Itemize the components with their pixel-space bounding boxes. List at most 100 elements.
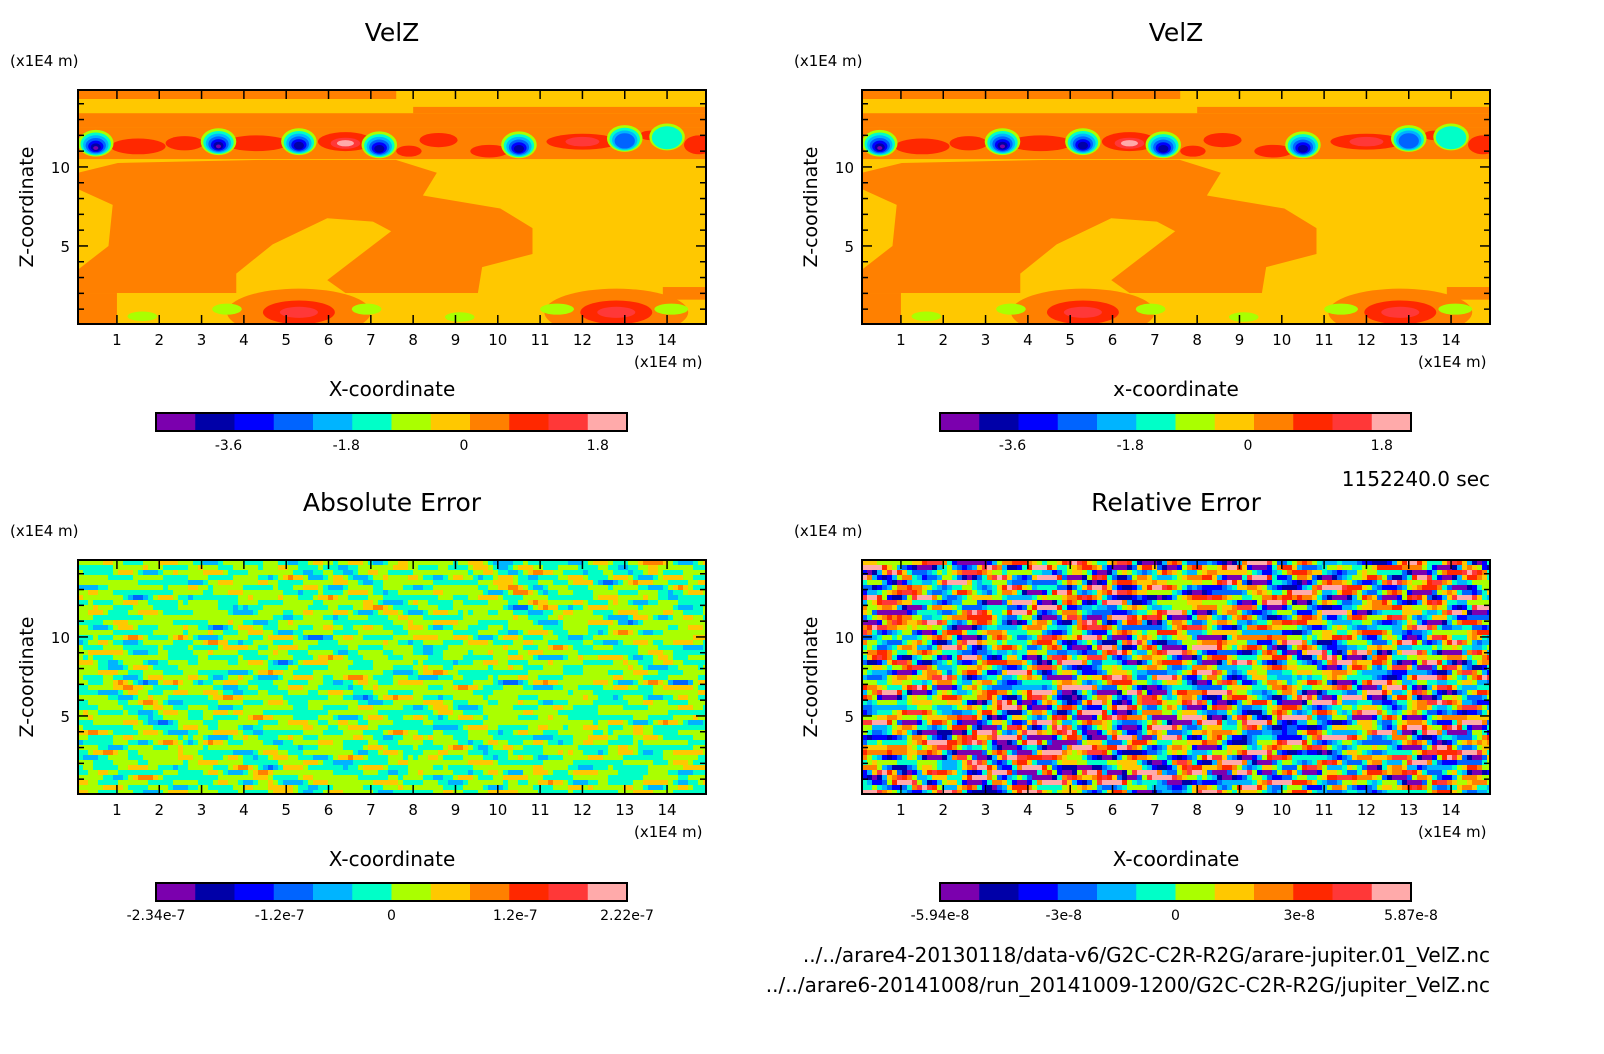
heatmap-cell <box>153 705 159 711</box>
heatmap-cell <box>228 565 234 571</box>
heatmap-cell <box>288 685 294 691</box>
heatmap-cell <box>558 660 564 666</box>
heatmap-cell <box>298 710 304 716</box>
vortex-contour <box>651 126 683 150</box>
heatmap-cell <box>98 735 104 741</box>
heatmap-cell <box>403 710 409 716</box>
heatmap-cell <box>368 640 374 646</box>
heatmap-cell <box>308 670 314 676</box>
heatmap-cell <box>618 685 624 691</box>
heatmap-cell <box>363 610 369 616</box>
heatmap-cell <box>438 605 444 611</box>
heatmap-cell <box>298 665 304 671</box>
heatmap-cell <box>558 690 564 696</box>
heatmap-cell <box>303 595 309 601</box>
heatmap-cell <box>483 645 489 651</box>
heatmap-cell <box>318 610 324 616</box>
heatmap-cell <box>548 580 554 586</box>
heatmap-cell <box>353 735 359 741</box>
heatmap-cell <box>558 625 564 631</box>
contour-region <box>862 159 1317 294</box>
heatmap-cell <box>658 710 664 716</box>
heatmap-cell <box>608 595 614 601</box>
heatmap-cell <box>393 570 399 576</box>
vortex-contour <box>614 133 635 149</box>
heatmap-cell <box>568 575 574 581</box>
heatmap-cell <box>593 620 599 626</box>
heatmap-cell <box>483 590 489 596</box>
heatmap-cell <box>98 670 104 676</box>
heatmap-cell <box>463 665 469 671</box>
heatmap-cell <box>313 575 319 581</box>
heatmap-cell <box>273 660 279 666</box>
heatmap-cell <box>318 730 324 736</box>
heatmap-cell <box>368 615 374 621</box>
heatmap-cell <box>493 570 499 576</box>
heatmap-cell <box>418 590 424 596</box>
heatmap-cell <box>558 565 564 571</box>
heatmap-cell <box>148 690 154 696</box>
heatmap-cell <box>608 730 614 736</box>
heatmap-cell <box>83 605 89 611</box>
heatmap-cell <box>168 620 174 626</box>
heatmap-cell <box>183 700 189 706</box>
heatmap-cell <box>668 690 674 696</box>
heatmap-cell <box>118 740 124 746</box>
heatmap-cell <box>598 720 604 726</box>
x-axis-label: X-coordinate <box>328 847 456 871</box>
heatmap-cell <box>213 595 219 601</box>
heatmap-cell <box>258 735 264 741</box>
heatmap-cell <box>168 590 174 596</box>
heatmap-cell <box>88 570 94 576</box>
heatmap-cell <box>683 590 689 596</box>
heatmap-cell <box>463 730 469 736</box>
heatmap-cell <box>228 655 234 661</box>
heatmap-cell <box>703 690 706 696</box>
heatmap-cell <box>393 665 399 671</box>
x-tick-label: 6 <box>324 331 334 349</box>
heatmap-cell <box>408 605 414 611</box>
heatmap-cell <box>168 685 174 691</box>
heatmap-cell <box>533 645 539 651</box>
heatmap-cell <box>173 590 179 596</box>
heatmap-cell <box>293 640 299 646</box>
heatmap-cell <box>573 740 579 746</box>
heatmap-cell <box>443 645 449 651</box>
heatmap-cell <box>608 630 614 636</box>
heatmap-cell <box>428 610 434 616</box>
heatmap-cell <box>453 560 459 566</box>
heatmap-cell <box>298 740 304 746</box>
heatmap-cell <box>448 600 454 606</box>
heatmap-cell <box>163 640 169 646</box>
heatmap-cell <box>408 615 414 621</box>
heatmap-cell <box>263 725 269 731</box>
heatmap-cell <box>528 685 534 691</box>
heatmap-cell <box>498 605 504 611</box>
heatmap-cell <box>303 645 309 651</box>
heatmap-cell <box>548 690 554 696</box>
heatmap-cell <box>268 725 274 731</box>
heatmap-cell <box>418 670 424 676</box>
heatmap-cell <box>258 675 264 681</box>
heatmap-cell <box>88 655 94 661</box>
vortex-contour <box>1072 136 1094 152</box>
heatmap-cell <box>133 590 139 596</box>
heatmap-cell <box>538 610 544 616</box>
heatmap-cell <box>118 620 124 626</box>
heatmap-cell <box>318 690 324 696</box>
heatmap-cell <box>468 695 474 701</box>
heatmap-cell <box>253 645 259 651</box>
heatmap-cell <box>448 565 454 571</box>
heatmap-cell <box>458 735 464 741</box>
heatmap-cell <box>93 585 99 591</box>
heatmap-cell <box>243 585 249 591</box>
heatmap-cell <box>213 735 219 741</box>
heatmap-cell <box>428 685 434 691</box>
heatmap-cell <box>553 570 559 576</box>
heatmap-cell <box>373 720 379 726</box>
heatmap-cell <box>438 565 444 571</box>
heatmap-cell <box>223 630 229 636</box>
heatmap-cell <box>133 575 139 581</box>
contour-region <box>662 287 706 300</box>
heatmap-cell <box>568 585 574 591</box>
